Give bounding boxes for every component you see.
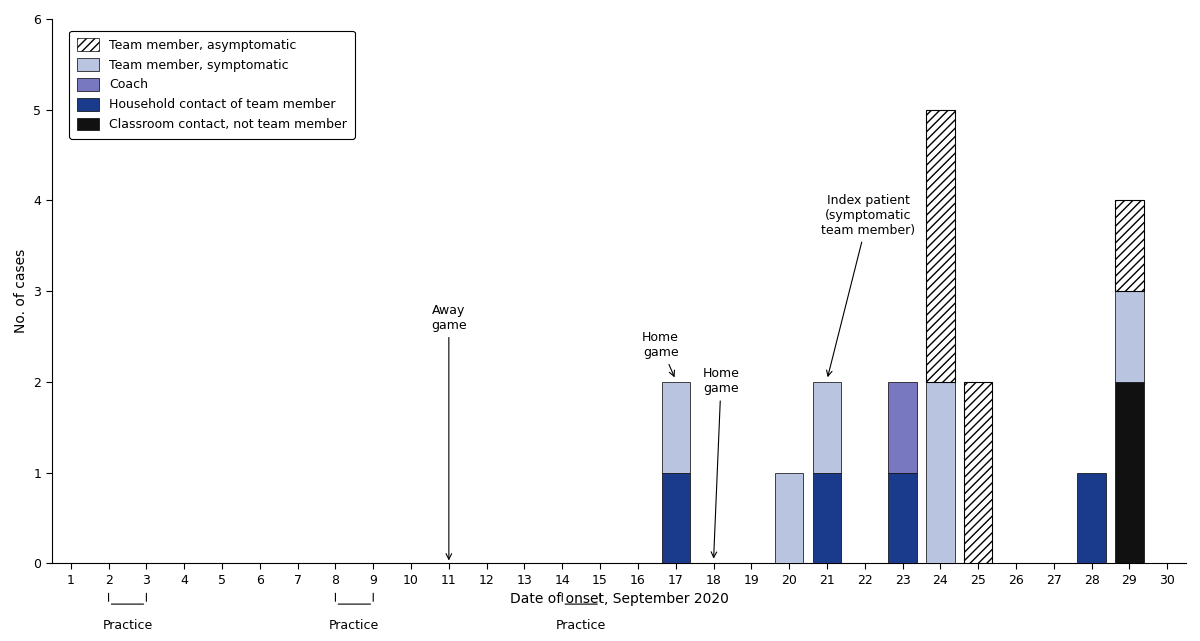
Text: Home
game: Home game (703, 367, 739, 558)
Text: Practice: Practice (329, 619, 379, 632)
Bar (926, 110, 954, 382)
Bar (1078, 472, 1105, 563)
Bar (964, 382, 992, 563)
Text: Away
game: Away game (431, 304, 467, 559)
Bar (812, 472, 841, 563)
Bar (1115, 291, 1144, 382)
Bar (888, 472, 917, 563)
Bar (661, 472, 690, 563)
Bar (661, 382, 690, 472)
Y-axis label: No. of cases: No. of cases (14, 249, 28, 333)
Text: Home
game: Home game (642, 331, 679, 376)
Bar (926, 382, 954, 563)
Bar (1115, 201, 1144, 291)
Bar (812, 382, 841, 472)
Bar (1115, 382, 1144, 563)
Text: Practice: Practice (102, 619, 152, 632)
Text: Index patient
(symptomatic
team member): Index patient (symptomatic team member) (822, 194, 916, 376)
Bar (888, 382, 917, 472)
Bar (775, 472, 803, 563)
Legend: Team member, asymptomatic, Team member, symptomatic, Coach, Household contact of: Team member, asymptomatic, Team member, … (70, 31, 355, 138)
X-axis label: Date of onset, September 2020: Date of onset, September 2020 (510, 592, 728, 606)
Text: Practice: Practice (556, 619, 606, 632)
